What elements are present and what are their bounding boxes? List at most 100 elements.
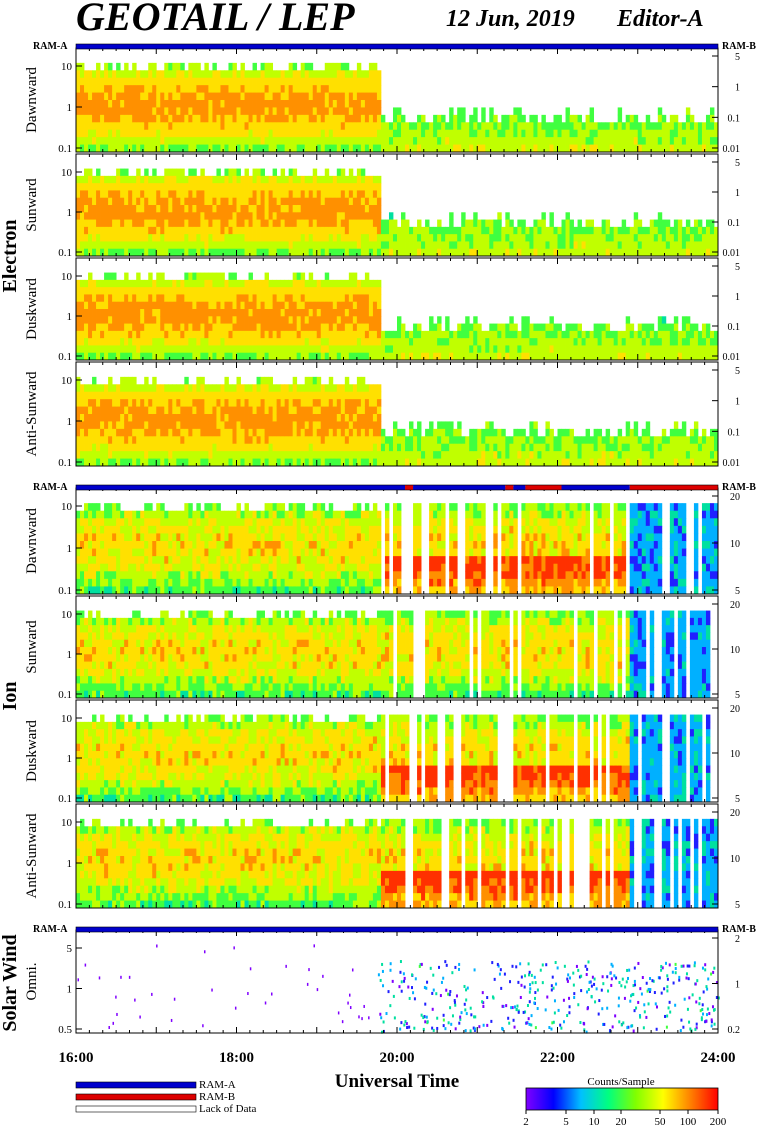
spectrogram-cell xyxy=(176,234,181,242)
spectrogram-cell xyxy=(228,70,233,79)
spectrogram-cell xyxy=(192,129,197,138)
spectrogram-cell xyxy=(176,137,181,145)
spectrogram-cell xyxy=(236,316,241,324)
spectrogram-cell xyxy=(112,287,117,295)
spectrogram-cell xyxy=(276,175,282,184)
spectrogram-cell xyxy=(208,272,213,281)
spectrogram-cell xyxy=(360,77,366,86)
spectrogram-cell xyxy=(677,144,683,153)
spectrogram-cell xyxy=(425,241,430,250)
spectrogram-cell xyxy=(268,144,274,153)
spectrogram-cell xyxy=(292,345,298,354)
spectrogram-cell xyxy=(152,234,157,242)
spectrogram-cell xyxy=(529,248,534,257)
spectrogram-cell xyxy=(96,391,101,400)
spectrogram-cell xyxy=(180,85,185,93)
spectrogram-cell xyxy=(417,323,422,332)
spectrogram-cell xyxy=(276,85,282,93)
spectrogram-cell xyxy=(100,219,105,228)
spectrogram-cell xyxy=(192,197,197,206)
spectrogram-cell xyxy=(172,137,177,145)
spectrogram-cell xyxy=(292,294,298,303)
spectrogram-cell xyxy=(196,406,201,415)
spectrogram-cell xyxy=(292,219,298,228)
spectrogram-cell xyxy=(597,226,603,235)
spectrogram-cell xyxy=(545,226,550,235)
spectrogram-cell xyxy=(300,309,306,317)
right-tick-label: 1 xyxy=(735,292,740,303)
spectrogram-cell xyxy=(212,436,217,445)
spectrogram-cell xyxy=(521,248,526,257)
spectrogram-cell xyxy=(348,168,354,177)
spectrogram-cell xyxy=(204,330,209,339)
spectrogram-cell xyxy=(284,137,290,145)
spectrogram-cell xyxy=(256,114,261,123)
panel-label: Sunward xyxy=(24,178,40,232)
spectrogram-cell xyxy=(168,226,173,235)
spectrogram-cell xyxy=(212,205,217,213)
spectrogram-cell xyxy=(184,330,189,339)
spectrogram-cell xyxy=(96,338,101,346)
spectrogram-cell xyxy=(409,137,414,145)
spectrogram-cell xyxy=(577,330,582,339)
spectrogram-cell xyxy=(152,92,157,101)
spectrogram-cell xyxy=(268,345,274,354)
spectrogram-cell xyxy=(252,190,257,199)
spectrogram-cell xyxy=(565,241,570,250)
spectrogram-cell xyxy=(469,345,474,354)
spectrogram-cell xyxy=(437,345,442,354)
spectrogram-cell xyxy=(252,323,257,332)
spectrogram-cell xyxy=(288,77,294,86)
spectrogram-cell xyxy=(168,414,173,422)
spectrogram-cell xyxy=(348,100,354,108)
spectrogram-cell xyxy=(132,190,137,199)
spectrogram-cell xyxy=(521,219,526,228)
spectrogram-cell xyxy=(144,100,149,108)
spectrogram-cell xyxy=(152,330,157,339)
spectrogram-cell xyxy=(264,330,269,339)
spectrogram-cell xyxy=(384,122,390,131)
spectrogram-cell xyxy=(76,205,81,213)
spectrogram-cell xyxy=(340,287,346,295)
spectrogram-cell xyxy=(605,330,611,339)
spectrogram-cell xyxy=(441,137,446,145)
spectrogram-cell xyxy=(280,234,286,242)
spectrogram-cell xyxy=(300,122,306,131)
spectrogram-cell xyxy=(324,345,330,354)
spectrogram-cell xyxy=(208,241,213,250)
spectrogram-cell xyxy=(252,338,257,346)
spectrogram-cell xyxy=(112,451,117,459)
spectrogram-cell xyxy=(96,241,101,250)
spectrogram-cell xyxy=(473,345,478,354)
spectrogram-cell xyxy=(425,226,430,235)
spectrogram-cell xyxy=(164,175,169,184)
spectrogram-cell xyxy=(228,241,233,250)
spectrogram-cell xyxy=(553,330,558,339)
spectrogram-cell xyxy=(272,205,278,213)
spectrogram-cell xyxy=(629,330,635,339)
spectrogram-cell xyxy=(300,212,306,220)
spectrogram-cell xyxy=(296,272,302,281)
spectrogram-cell xyxy=(417,345,422,354)
spectrogram-cell xyxy=(108,77,113,86)
spectrogram-cell xyxy=(673,345,679,354)
spectrogram-cell xyxy=(505,330,510,339)
spectrogram-cell xyxy=(284,122,290,131)
spectrogram-cell xyxy=(336,414,342,422)
spectrogram-cell xyxy=(453,338,458,346)
spectrogram-cell xyxy=(248,458,253,467)
spectrogram-cell xyxy=(76,122,81,131)
spectrogram-cell xyxy=(461,248,466,257)
spectrogram-cell xyxy=(248,391,253,400)
spectrogram-cell xyxy=(224,451,229,459)
spectrogram-cell xyxy=(172,391,177,400)
spectrogram-cell xyxy=(100,183,105,191)
spectrogram-cell xyxy=(152,197,157,206)
spectrogram-cell xyxy=(156,443,161,452)
spectrogram-cell xyxy=(521,144,526,153)
spectrogram-cell xyxy=(413,144,418,153)
spectrogram-cell xyxy=(332,384,338,393)
spectrogram-cell xyxy=(348,114,354,123)
spectrogram-cell xyxy=(180,301,185,310)
spectrogram-cell xyxy=(397,316,402,324)
